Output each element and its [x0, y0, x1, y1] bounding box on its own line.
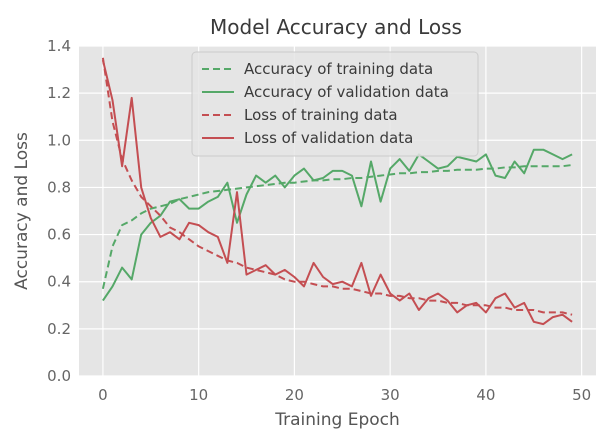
series-line-1 — [101, 164, 573, 290]
y-tick-label: 0.0 — [47, 367, 71, 385]
y-axis-ticks: 0.0 0.2 0.4 0.6 0.8 1.0 1.2 1.4 — [47, 37, 71, 385]
legend-label-4: Loss of validation data — [244, 129, 413, 147]
y-tick-label: 1.0 — [47, 131, 71, 149]
y-tick-label: 1.4 — [47, 37, 71, 55]
x-tick-label: 50 — [572, 386, 591, 404]
legend-label-1: Accuracy of training data — [244, 60, 433, 78]
legend-label-2: Accuracy of validation data — [244, 83, 449, 101]
series-line-3 — [101, 57, 573, 316]
series-line-2 — [102, 148, 573, 302]
x-tick-label: 20 — [285, 386, 304, 404]
grid-lines — [79, 45, 596, 377]
legend: Accuracy of training data Accuracy of val… — [191, 51, 479, 157]
y-tick-label: 0.6 — [47, 226, 71, 244]
x-tick-label: 40 — [476, 386, 495, 404]
y-axis-label: Accuracy and Loss — [12, 132, 32, 290]
chart-title: Model Accuracy and Loss — [210, 15, 462, 39]
x-axis-label: Training Epoch — [274, 410, 400, 430]
y-tick-label: 0.8 — [47, 178, 71, 196]
y-tick-label: 1.2 — [47, 84, 71, 102]
legend-label-3: Loss of training data — [244, 106, 398, 124]
y-tick-label: 0.2 — [47, 320, 71, 338]
series-line-4 — [101, 59, 573, 326]
series-layer — [101, 57, 573, 326]
x-tick-label: 0 — [98, 386, 108, 404]
y-tick-label: 0.4 — [47, 273, 71, 291]
x-tick-label: 10 — [189, 386, 208, 404]
x-axis-ticks: 0 10 20 30 40 50 — [98, 386, 591, 404]
x-tick-label: 30 — [381, 386, 400, 404]
legend-frame — [191, 51, 479, 157]
